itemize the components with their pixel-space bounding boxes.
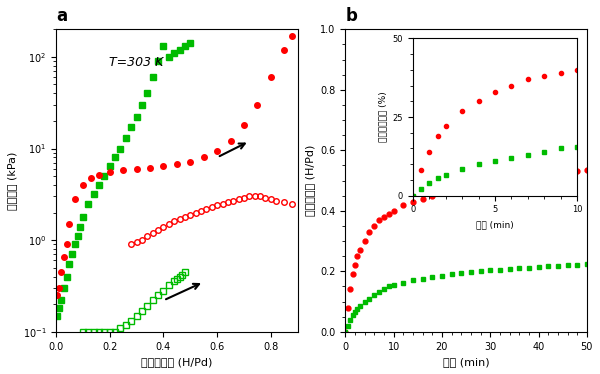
X-axis label: 水素吸蔵量 (H/Pd): 水素吸蔵量 (H/Pd): [141, 357, 212, 367]
Text: a: a: [56, 7, 67, 25]
Y-axis label: 水素吸蔵量 (H/Pd): 水素吸蔵量 (H/Pd): [305, 145, 314, 216]
X-axis label: 時間 (min): 時間 (min): [443, 357, 490, 367]
Y-axis label: 水素圧力 (kPa): 水素圧力 (kPa): [7, 151, 17, 210]
Text: T=303 K: T=303 K: [109, 56, 164, 68]
Text: b: b: [345, 7, 357, 25]
